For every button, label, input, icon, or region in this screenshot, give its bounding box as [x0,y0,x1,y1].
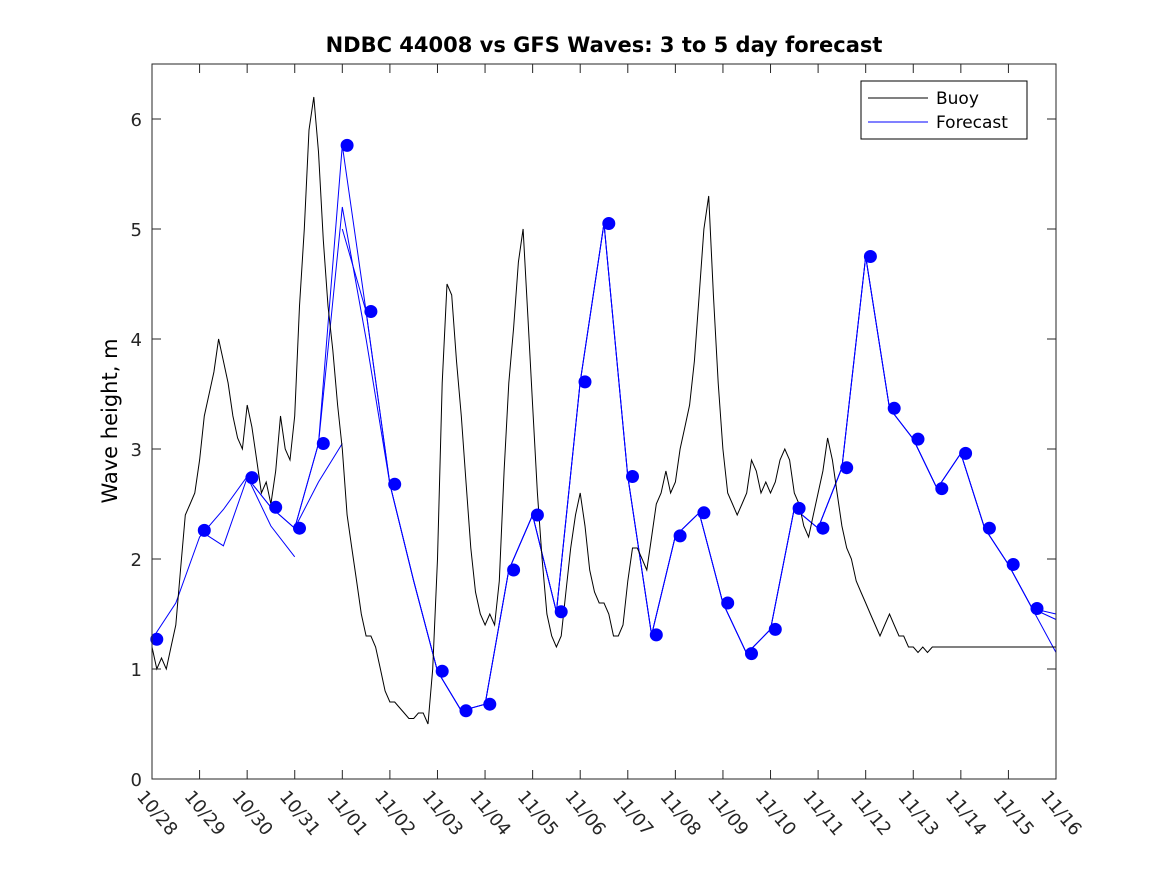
forecast-point-33 [982,521,996,535]
y-tick-label: 4 [131,330,142,351]
forecast-point-4 [269,500,283,514]
forecast-point-24 [768,622,782,636]
forecast-run-line-1 [151,475,296,640]
chart-title: NDBC 44008 vs GFS Waves: 3 to 5 day fore… [326,33,883,57]
y-tick-label: 3 [131,440,142,461]
forecast-point-20 [673,529,687,543]
forecast-point-19 [649,628,663,642]
forecast-point-23 [745,647,758,661]
forecast-point-27 [840,461,854,475]
forecast-point-1 [150,632,164,646]
y-tick-label: 6 [131,110,142,131]
forecast-point-14 [530,508,544,522]
forecast-point-16 [578,375,592,389]
forecast-point-30 [911,432,925,446]
forecast-point-10 [435,664,449,678]
y-tick-label: 1 [131,660,142,681]
forecast-point-8 [364,305,378,318]
buoy-series-line [151,96,1056,725]
forecast-point-25 [792,501,806,515]
forecast-point-29 [887,401,901,415]
forecast-point-7 [340,138,354,152]
axes-box [151,63,1057,780]
forecast-point-18 [626,470,639,483]
forecast-point-13 [507,563,521,577]
y-tick-label: 2 [131,550,142,571]
y-tick-label: 5 [131,220,142,241]
legend: Buoy Forecast [860,80,1028,140]
legend-box [860,80,1028,140]
legend-forecast-label: Forecast [936,113,1008,133]
forecast-point-32 [959,446,973,460]
y-tick-label: 0 [131,770,142,791]
forecast-point-21 [697,506,711,520]
forecast-point-15 [554,605,568,619]
forecast-points-layer [150,138,1044,718]
forecast-point-5 [293,521,306,535]
forecast-point-9 [388,477,402,491]
y-axis-label: Wave height, m [98,338,122,503]
forecast-point-26 [816,521,830,535]
forecast-point-28 [863,250,877,263]
plot-area [152,64,1056,779]
forecast-point-34 [1006,558,1020,571]
legend-buoy-label: Buoy [936,89,979,109]
forecast-point-12 [483,697,497,711]
forecast-point-17 [602,217,616,230]
forecast-point-2 [197,523,211,537]
forecast-point-6 [316,437,330,450]
forecast-point-22 [721,596,735,610]
forecast-point-11 [459,704,473,718]
forecast-point-3 [245,471,259,485]
forecast-point-31 [935,482,949,496]
forecast-point-35 [1030,602,1044,615]
